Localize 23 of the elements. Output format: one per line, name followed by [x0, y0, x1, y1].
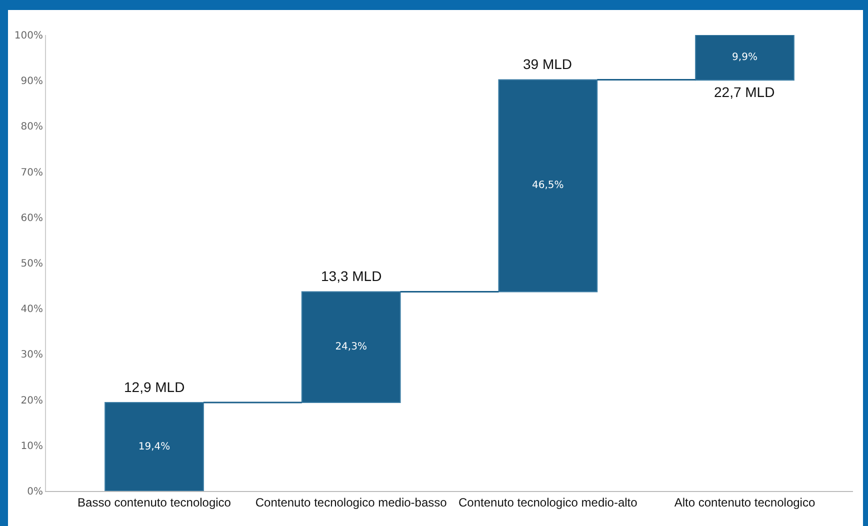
y-tick-label: 100%: [14, 30, 43, 42]
annotation: 13,3 MLD: [321, 268, 382, 284]
y-tick-label: 60%: [20, 212, 43, 224]
x-tick-label: Contenuto tecnologico medio-alto: [458, 495, 638, 510]
x-tick-label: Alto contenuto tecnologico: [674, 495, 816, 510]
data-label: 46,5%: [532, 180, 564, 192]
y-tick-label: 90%: [20, 76, 43, 88]
y-tick-label: 40%: [20, 304, 43, 316]
annotation: 22,7 MLD: [714, 84, 775, 100]
annotation: 39 MLD: [523, 56, 572, 72]
x-tick-label: Basso contenuto tecnologico: [78, 495, 232, 510]
data-label: 19,4%: [138, 441, 170, 452]
y-tick-label: 50%: [20, 258, 43, 270]
y-tick-label: 30%: [20, 350, 43, 361]
y-tick-label: 0%: [27, 486, 43, 498]
y-tick-label: 80%: [20, 122, 43, 133]
annotation: 12,9 MLD: [124, 379, 185, 395]
x-tick-label: Contenuto tecnologico medio-basso: [255, 495, 448, 510]
data-label: 24,3%: [335, 342, 367, 353]
y-tick-label: 10%: [20, 440, 43, 452]
data-label: 9,9%: [732, 52, 758, 64]
y-tick-label: 70%: [20, 167, 43, 178]
y-tick-label: 20%: [20, 395, 43, 406]
